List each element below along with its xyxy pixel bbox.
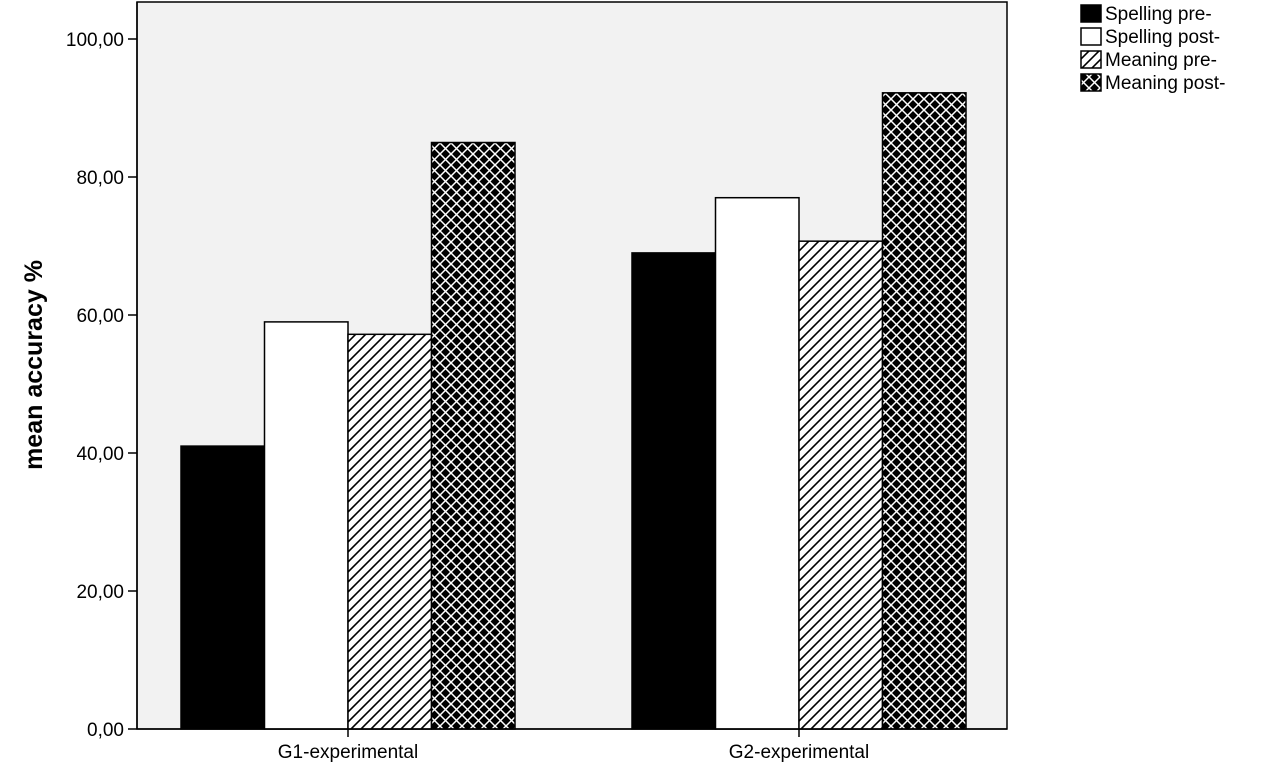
y-tick-label: 60,00 [76, 306, 124, 327]
legend-swatch-spelling-pre [1080, 4, 1102, 23]
legend-label-spelling-pre: Spelling pre- [1105, 4, 1212, 25]
y-tick-label: 80,00 [76, 168, 124, 189]
x-category-label: G2-experimental [729, 742, 869, 763]
y-tick-label: 20,00 [76, 582, 124, 603]
legend-swatch-meaning-pre [1080, 50, 1102, 69]
y-tick-label: 0,00 [87, 720, 124, 741]
x-categories-layer: G1-experimental G2-experimental [278, 729, 869, 763]
bar-g1-experimental-spelling-post [263, 321, 349, 730]
bar-g2-experimental-spelling-pre [631, 252, 717, 730]
y-ticks-layer: 0,00 20,00 40,00 60,00 80,00 100,00 [66, 30, 137, 741]
bar-g1-experimental-meaning-pre [347, 333, 433, 730]
legend: Spelling pre-Spelling post-Meaning pre-M… [1080, 4, 1225, 94]
bar-g2-experimental-meaning-post [881, 92, 967, 730]
legend-label-spelling-post: Spelling post- [1105, 27, 1220, 48]
legend-swatch-spelling-post [1080, 27, 1102, 46]
bar-g2-experimental-meaning-pre [798, 240, 884, 730]
legend-label-meaning-pre: Meaning pre- [1105, 50, 1217, 71]
bar-g2-experimental-spelling-post [714, 196, 800, 730]
y-axis-label: mean accuracy % [20, 260, 48, 470]
y-tick-label: 40,00 [76, 444, 124, 465]
x-category-label: G1-experimental [278, 742, 418, 763]
bar-g1-experimental-spelling-pre [180, 445, 266, 730]
legend-label-meaning-post: Meaning post- [1105, 73, 1225, 94]
y-tick-label: 100,00 [66, 30, 124, 51]
bar-g1-experimental-meaning-post [430, 141, 516, 730]
legend-swatch-meaning-post [1080, 73, 1102, 92]
bars-layer [180, 92, 967, 730]
